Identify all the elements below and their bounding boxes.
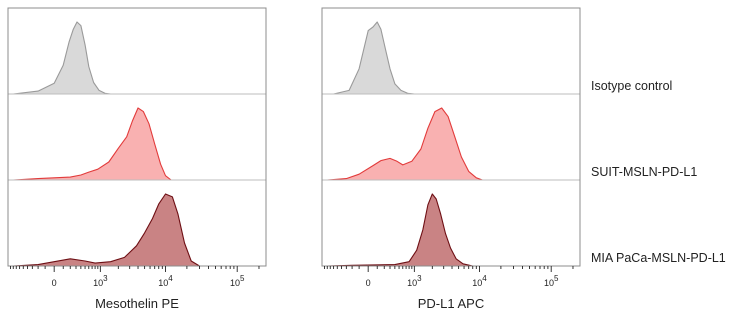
plot-frame (7, 7, 267, 267)
x-axis-label-right: PD-L1 APC (418, 296, 484, 311)
histogram-isotype-control-left (12, 21, 112, 95)
series-label-mia-paca-msln-pd-l1: MIA PaCa-MSLN-PD-L1 (591, 251, 726, 265)
histogram-mia-paca-msln-pd-l1-right (326, 193, 474, 267)
histogram-mia-paca-msln-pd-l1-left (12, 193, 201, 267)
x-tick-label: 105 (544, 274, 559, 288)
x-tick-label: 105 (230, 274, 245, 288)
x-tick-label: 103 (407, 274, 422, 288)
histogram-suit-msln-pd-l1-left (12, 107, 172, 181)
series-label-suit-msln-pd-l1: SUIT-MSLN-PD-L1 (591, 165, 697, 179)
panel-right: 0 103 104 105 PD-L1 APC (321, 7, 581, 311)
plot-frame (321, 7, 581, 267)
x-tick-label: 0 (52, 278, 57, 288)
histogram-isotype-control-right (333, 21, 415, 95)
x-tick-label: 0 (366, 278, 371, 288)
x-tick-label: 104 (158, 274, 173, 288)
series-label-isotype-control: Isotype control (591, 79, 672, 93)
histogram-suit-msln-pd-l1-right (326, 107, 483, 181)
x-axis-label-left: Mesothelin PE (95, 296, 179, 311)
x-tick-label: 103 (93, 274, 108, 288)
x-tick-label: 104 (472, 274, 487, 288)
panel-left: 0 103 104 105 Mesothelin PE (7, 7, 267, 311)
